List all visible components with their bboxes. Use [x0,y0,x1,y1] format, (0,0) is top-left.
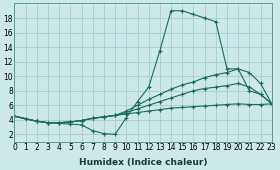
X-axis label: Humidex (Indice chaleur): Humidex (Indice chaleur) [79,158,207,167]
